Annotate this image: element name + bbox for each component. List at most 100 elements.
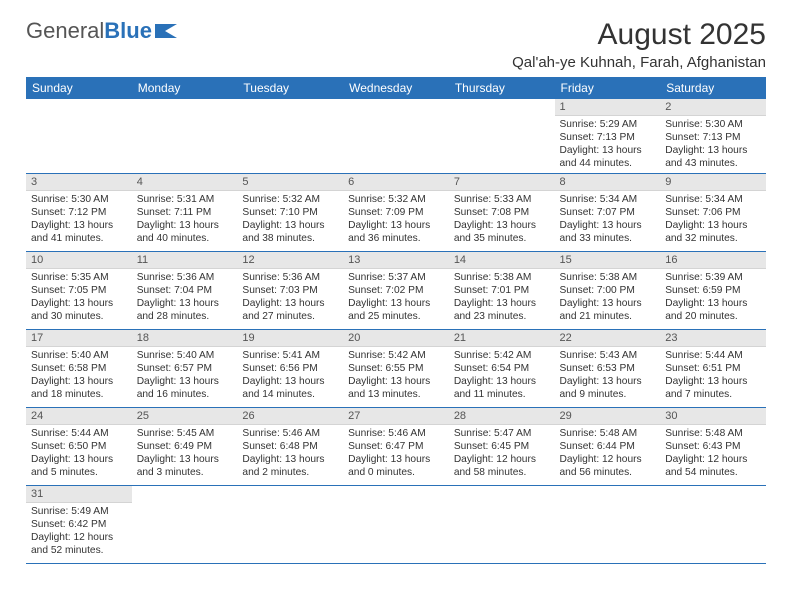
sunrise-line: Sunrise: 5:29 AM (560, 118, 656, 131)
daylight-line: Daylight: 12 hours and 54 minutes. (665, 453, 761, 479)
day-number: 23 (660, 330, 766, 347)
calendar-body: 1Sunrise: 5:29 AMSunset: 7:13 PMDaylight… (26, 99, 766, 564)
day-details: Sunrise: 5:32 AMSunset: 7:09 PMDaylight:… (343, 191, 449, 248)
day-details: Sunrise: 5:44 AMSunset: 6:50 PMDaylight:… (26, 425, 132, 482)
calendar-day-cell: 14 Sunrise: 5:38 AMSunset: 7:01 PMDayligh… (449, 252, 555, 330)
daylight-line: Daylight: 13 hours and 5 minutes. (31, 453, 127, 479)
daylight-line: Daylight: 13 hours and 25 minutes. (348, 297, 444, 323)
page-title: August 2025 (598, 18, 766, 52)
daylight-line: Daylight: 13 hours and 20 minutes. (665, 297, 761, 323)
daylight-line: Daylight: 13 hours and 44 minutes. (560, 144, 656, 170)
sunrise-line: Sunrise: 5:42 AM (454, 349, 550, 362)
sunset-line: Sunset: 6:57 PM (137, 362, 233, 375)
calendar-day-cell: 26Sunrise: 5:46 AMSunset: 6:48 PMDayligh… (237, 408, 343, 486)
day-number: 24 (26, 408, 132, 425)
day-details: Sunrise: 5:34 AMSunset: 7:06 PMDaylight:… (660, 191, 766, 248)
day-details: Sunrise: 5:30 AMSunset: 7:12 PMDaylight:… (26, 191, 132, 248)
sunset-line: Sunset: 6:49 PM (137, 440, 233, 453)
daylight-line: Daylight: 13 hours and 7 minutes. (665, 375, 761, 401)
daylight-line: Daylight: 12 hours and 52 minutes. (31, 531, 127, 557)
sunset-line: Sunset: 6:56 PM (242, 362, 338, 375)
sunrise-line: Sunrise: 5:34 AM (665, 193, 761, 206)
day-number: 8 (555, 174, 661, 191)
sunset-line: Sunset: 6:59 PM (665, 284, 761, 297)
sunset-line: Sunset: 7:01 PM (454, 284, 550, 297)
daylight-line: Daylight: 13 hours and 14 minutes. (242, 375, 338, 401)
sunset-line: Sunset: 7:06 PM (665, 206, 761, 219)
calendar-day-cell: 15Sunrise: 5:38 AMSunset: 7:00 PMDayligh… (555, 252, 661, 330)
calendar-week-row: 3Sunrise: 5:30 AMSunset: 7:12 PMDaylight… (26, 174, 766, 252)
calendar-day-cell: 3Sunrise: 5:30 AMSunset: 7:12 PMDaylight… (26, 174, 132, 252)
sunset-line: Sunset: 6:58 PM (31, 362, 127, 375)
day-number: 19 (237, 330, 343, 347)
day-number: 26 (237, 408, 343, 425)
day-number: 15 (555, 252, 661, 269)
calendar-day-cell: 5Sunrise: 5:32 AMSunset: 7:10 PMDaylight… (237, 174, 343, 252)
day-number: 9 (660, 174, 766, 191)
day-details: Sunrise: 5:37 AMSunset: 7:02 PMDaylight:… (343, 269, 449, 326)
calendar-day-cell: 11Sunrise: 5:36 AMSunset: 7:04 PMDayligh… (132, 252, 238, 330)
daylight-line: Daylight: 13 hours and 27 minutes. (242, 297, 338, 323)
sunset-line: Sunset: 7:13 PM (560, 131, 656, 144)
day-details: Sunrise: 5:44 AMSunset: 6:51 PMDaylight:… (660, 347, 766, 404)
day-details: Sunrise: 5:49 AMSunset: 6:42 PMDaylight:… (26, 503, 132, 560)
sunset-line: Sunset: 7:13 PM (665, 131, 761, 144)
day-number: 18 (132, 330, 238, 347)
day-number: 21 (449, 330, 555, 347)
sunset-line: Sunset: 7:11 PM (137, 206, 233, 219)
day-number: 3 (26, 174, 132, 191)
day-number: 28 (449, 408, 555, 425)
day-number: 16 (660, 252, 766, 269)
sunset-line: Sunset: 6:47 PM (348, 440, 444, 453)
calendar-day-cell: 1Sunrise: 5:29 AMSunset: 7:13 PMDaylight… (555, 99, 661, 174)
sunset-line: Sunset: 6:42 PM (31, 518, 127, 531)
day-details: Sunrise: 5:36 AMSunset: 7:03 PMDaylight:… (237, 269, 343, 326)
brand-part2: Blue (104, 18, 152, 44)
sunset-line: Sunset: 6:43 PM (665, 440, 761, 453)
sunrise-line: Sunrise: 5:47 AM (454, 427, 550, 440)
sunrise-line: Sunrise: 5:38 AM (454, 271, 550, 284)
sunrise-line: Sunrise: 5:48 AM (665, 427, 761, 440)
calendar-week-row: 31Sunrise: 5:49 AMSunset: 6:42 PMDayligh… (26, 486, 766, 564)
calendar-day-cell: 16 Sunrise: 5:39 AMSunset: 6:59 PMDayligh… (660, 252, 766, 330)
day-number: 30 (660, 408, 766, 425)
sunset-line: Sunset: 6:51 PM (665, 362, 761, 375)
calendar-day-cell: 6Sunrise: 5:32 AMSunset: 7:09 PMDaylight… (343, 174, 449, 252)
brand-logo: GeneralBlue (26, 18, 181, 44)
day-number: 22 (555, 330, 661, 347)
day-number: 10 (26, 252, 132, 269)
daylight-line: Daylight: 13 hours and 2 minutes. (242, 453, 338, 479)
day-number: 5 (237, 174, 343, 191)
day-number: 7 (449, 174, 555, 191)
day-details: Sunrise: 5:32 AMSunset: 7:10 PMDaylight:… (237, 191, 343, 248)
day-number: 14 (449, 252, 555, 269)
sunrise-line: Sunrise: 5:42 AM (348, 349, 444, 362)
daylight-line: Daylight: 12 hours and 56 minutes. (560, 453, 656, 479)
calendar-day-cell: 29Sunrise: 5:48 AMSunset: 6:44 PMDayligh… (555, 408, 661, 486)
sunset-line: Sunset: 7:03 PM (242, 284, 338, 297)
location-subtitle: Qal'ah-ye Kuhnah, Farah, Afghanistan (26, 54, 766, 71)
sunset-line: Sunset: 6:50 PM (31, 440, 127, 453)
day-details: Sunrise: 5:46 AMSunset: 6:48 PMDaylight:… (237, 425, 343, 482)
daylight-line: Daylight: 13 hours and 35 minutes. (454, 219, 550, 245)
sunset-line: Sunset: 6:54 PM (454, 362, 550, 375)
calendar-day-cell: 8Sunrise: 5:34 AMSunset: 7:07 PMDaylight… (555, 174, 661, 252)
day-details: Sunrise: 5:48 AMSunset: 6:44 PMDaylight:… (555, 425, 661, 482)
sunrise-line: Sunrise: 5:45 AM (137, 427, 233, 440)
day-number: 25 (132, 408, 238, 425)
calendar-day-cell: 12Sunrise: 5:36 AMSunset: 7:03 PMDayligh… (237, 252, 343, 330)
sunrise-line: Sunrise: 5:39 AM (665, 271, 761, 284)
calendar-day-cell: 17Sunrise: 5:40 AMSunset: 6:58 PMDayligh… (26, 330, 132, 408)
weekday-header: Saturday (660, 77, 766, 99)
daylight-line: Daylight: 13 hours and 23 minutes. (454, 297, 550, 323)
sunset-line: Sunset: 6:55 PM (348, 362, 444, 375)
daylight-line: Daylight: 13 hours and 33 minutes. (560, 219, 656, 245)
calendar-week-row: 10Sunrise: 5:35 AMSunset: 7:05 PMDayligh… (26, 252, 766, 330)
weekday-header: Sunday (26, 77, 132, 99)
sunset-line: Sunset: 7:10 PM (242, 206, 338, 219)
day-details: Sunrise: 5:31 AMSunset: 7:11 PMDaylight:… (132, 191, 238, 248)
sunrise-line: Sunrise: 5:35 AM (31, 271, 127, 284)
sunrise-line: Sunrise: 5:41 AM (242, 349, 338, 362)
calendar-empty-cell (132, 486, 238, 564)
sunrise-line: Sunrise: 5:40 AM (137, 349, 233, 362)
